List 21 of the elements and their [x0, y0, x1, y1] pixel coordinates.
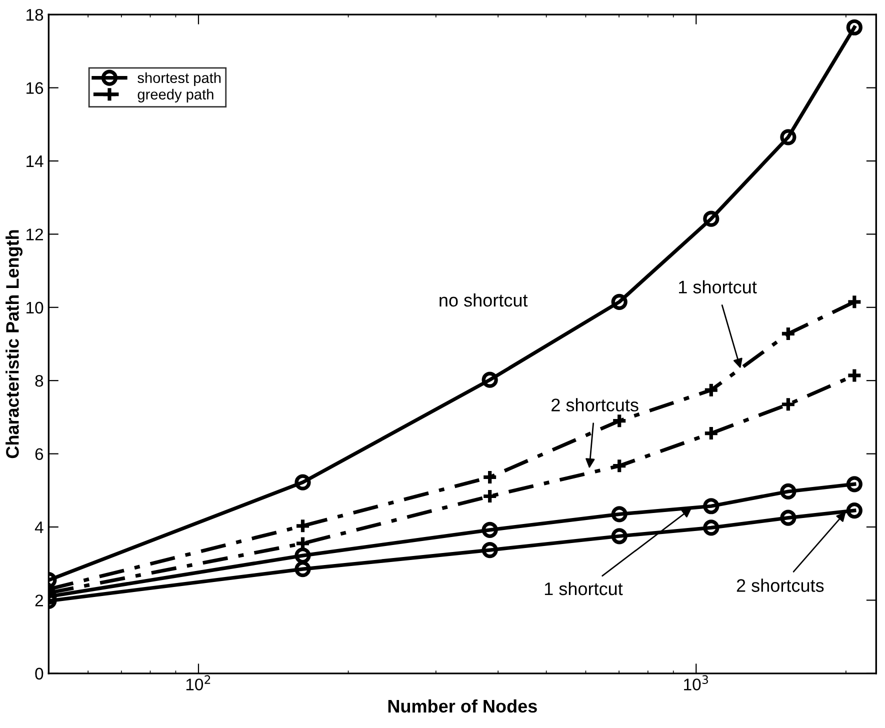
- annotation: 1 shortcut: [544, 582, 623, 596]
- y-tick-label: 16: [26, 82, 44, 94]
- y-tick-label: 12: [26, 228, 43, 240]
- x-axis-title: Number of Nodes: [388, 699, 537, 713]
- annotation: no shortcut: [440, 293, 528, 307]
- legend-label: greedy path: [138, 88, 214, 102]
- y-tick-label: 18: [26, 8, 44, 21]
- x-tick-label: 10$^{3}$: [684, 675, 708, 690]
- y-tick-label: 2: [35, 594, 43, 606]
- y-tick-label: 14: [26, 156, 44, 168]
- legend-label: shortest path: [138, 72, 221, 86]
- annotation: 2 shortcuts: [552, 398, 638, 412]
- y-tick-label: 6: [35, 448, 44, 460]
- y-tick-label: 0: [35, 668, 44, 680]
- x-tick-label: 10$^{2}$: [186, 675, 210, 690]
- y-tick-label: 8: [35, 374, 44, 387]
- annotation: 2 shortcuts: [736, 578, 824, 592]
- y-axis-title: Characteristic Path Length: [6, 230, 22, 458]
- y-tick-label: 10: [26, 302, 44, 314]
- annotation: 1 shortcut: [679, 280, 757, 294]
- y-tick-label: 4: [34, 522, 44, 534]
